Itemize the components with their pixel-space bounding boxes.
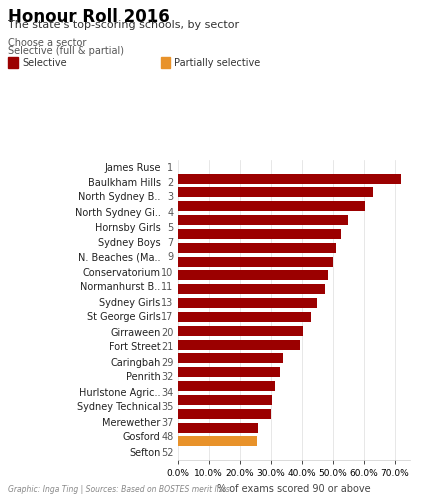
Text: Selective: Selective <box>22 58 66 68</box>
Text: Partially selective: Partially selective <box>174 58 261 68</box>
Bar <box>178 326 303 336</box>
Bar <box>178 202 365 211</box>
Bar <box>178 408 271 418</box>
Text: 11: 11 <box>161 282 173 292</box>
Text: 35: 35 <box>161 402 173 412</box>
Text: Gosford: Gosford <box>123 432 161 442</box>
Text: 2: 2 <box>167 178 173 188</box>
Text: 3: 3 <box>168 192 173 202</box>
Text: 13: 13 <box>161 298 173 308</box>
Text: 37: 37 <box>161 418 173 428</box>
Bar <box>178 395 272 405</box>
Text: Merewether: Merewether <box>102 418 161 428</box>
Text: Hornsby Girls: Hornsby Girls <box>95 222 161 232</box>
Text: 34: 34 <box>161 388 173 398</box>
Bar <box>178 229 341 239</box>
Bar <box>178 188 373 198</box>
Text: Penrith: Penrith <box>126 372 161 382</box>
Bar <box>178 312 311 322</box>
Bar <box>178 436 257 446</box>
Bar <box>178 368 280 377</box>
Text: Caringbah: Caringbah <box>110 358 161 368</box>
Text: Sefton: Sefton <box>129 448 161 458</box>
Text: Sydney Girls: Sydney Girls <box>99 298 161 308</box>
Bar <box>178 243 336 252</box>
Text: 17: 17 <box>161 312 173 322</box>
Text: Sydney Boys: Sydney Boys <box>98 238 161 248</box>
Text: St George Girls: St George Girls <box>87 312 161 322</box>
Text: Girraween: Girraween <box>110 328 161 338</box>
Text: 21: 21 <box>161 342 173 352</box>
Bar <box>178 256 333 266</box>
Bar <box>178 422 258 432</box>
Text: Selective (full & partial): Selective (full & partial) <box>8 46 124 56</box>
Text: 5: 5 <box>167 222 173 232</box>
Bar <box>178 340 300 349</box>
Text: Fort Street: Fort Street <box>109 342 161 352</box>
Text: 29: 29 <box>161 358 173 368</box>
Text: Honour Roll 2016: Honour Roll 2016 <box>8 8 170 26</box>
Text: 52: 52 <box>161 448 173 458</box>
Text: Baulkham Hills: Baulkham Hills <box>88 178 161 188</box>
Bar <box>178 298 317 308</box>
Bar <box>178 270 328 280</box>
Text: 20: 20 <box>161 328 173 338</box>
Text: Sydney Technical: Sydney Technical <box>77 402 161 412</box>
Bar <box>178 215 348 225</box>
Text: N. Beaches (Ma..: N. Beaches (Ma.. <box>78 252 161 262</box>
Text: 9: 9 <box>168 252 173 262</box>
Text: 7: 7 <box>167 238 173 248</box>
Bar <box>178 381 275 391</box>
Text: Choose a sector: Choose a sector <box>8 38 87 48</box>
X-axis label: % of exams scored 90 or above: % of exams scored 90 or above <box>217 484 371 494</box>
Bar <box>178 354 283 364</box>
Text: Graphic: Inga Ting | Sources: Based on BOSTES merit lists: Graphic: Inga Ting | Sources: Based on B… <box>8 485 230 494</box>
Text: 1: 1 <box>168 162 173 172</box>
Text: North Sydney B..: North Sydney B.. <box>78 192 161 202</box>
Text: Conservatorium: Conservatorium <box>83 268 161 278</box>
Text: 10: 10 <box>161 268 173 278</box>
Bar <box>178 174 401 184</box>
Text: 4: 4 <box>168 208 173 218</box>
Text: James Ruse: James Ruse <box>104 162 161 172</box>
Text: 32: 32 <box>161 372 173 382</box>
Text: Hurlstone Agric..: Hurlstone Agric.. <box>79 388 161 398</box>
Text: Normanhurst B..: Normanhurst B.. <box>80 282 161 292</box>
Text: North Sydney Gi..: North Sydney Gi.. <box>75 208 161 218</box>
Text: 48: 48 <box>161 432 173 442</box>
Bar <box>178 284 325 294</box>
Text: The state's top-scoring schools, by sector: The state's top-scoring schools, by sect… <box>8 20 239 30</box>
